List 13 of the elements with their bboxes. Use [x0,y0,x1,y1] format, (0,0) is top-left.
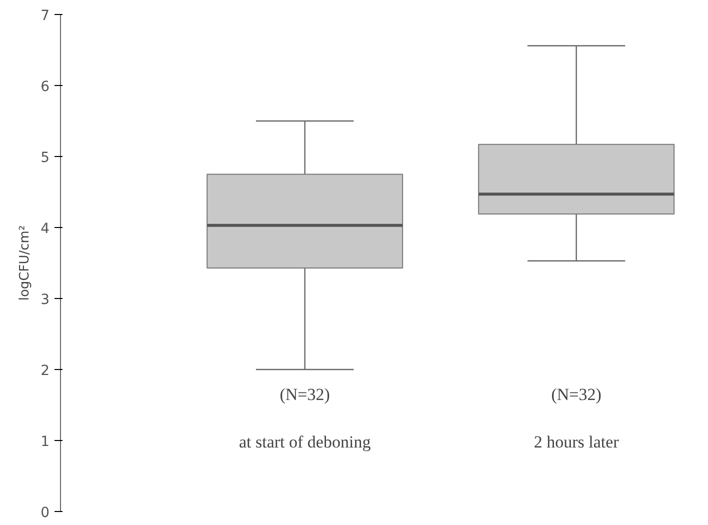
annotation: (N=32) [551,385,602,404]
annotation: (N=32) [280,385,330,404]
y-tick-label: 7 [40,8,50,24]
y-tick-label: 5 [40,150,50,166]
x-tick-label: at start of deboning [238,432,372,452]
y-axis-title: logCFU/cm² [18,225,33,301]
x-tick-label: 2 hours later [534,432,620,452]
y-tick-label: 4 [40,221,50,237]
y-tick-label: 2 [40,363,50,379]
y-tick-label: 0 [40,505,50,521]
y-tick-label: 3 [40,292,50,308]
y-tick-label: 6 [40,79,50,95]
y-tick-label: 1 [40,434,50,450]
